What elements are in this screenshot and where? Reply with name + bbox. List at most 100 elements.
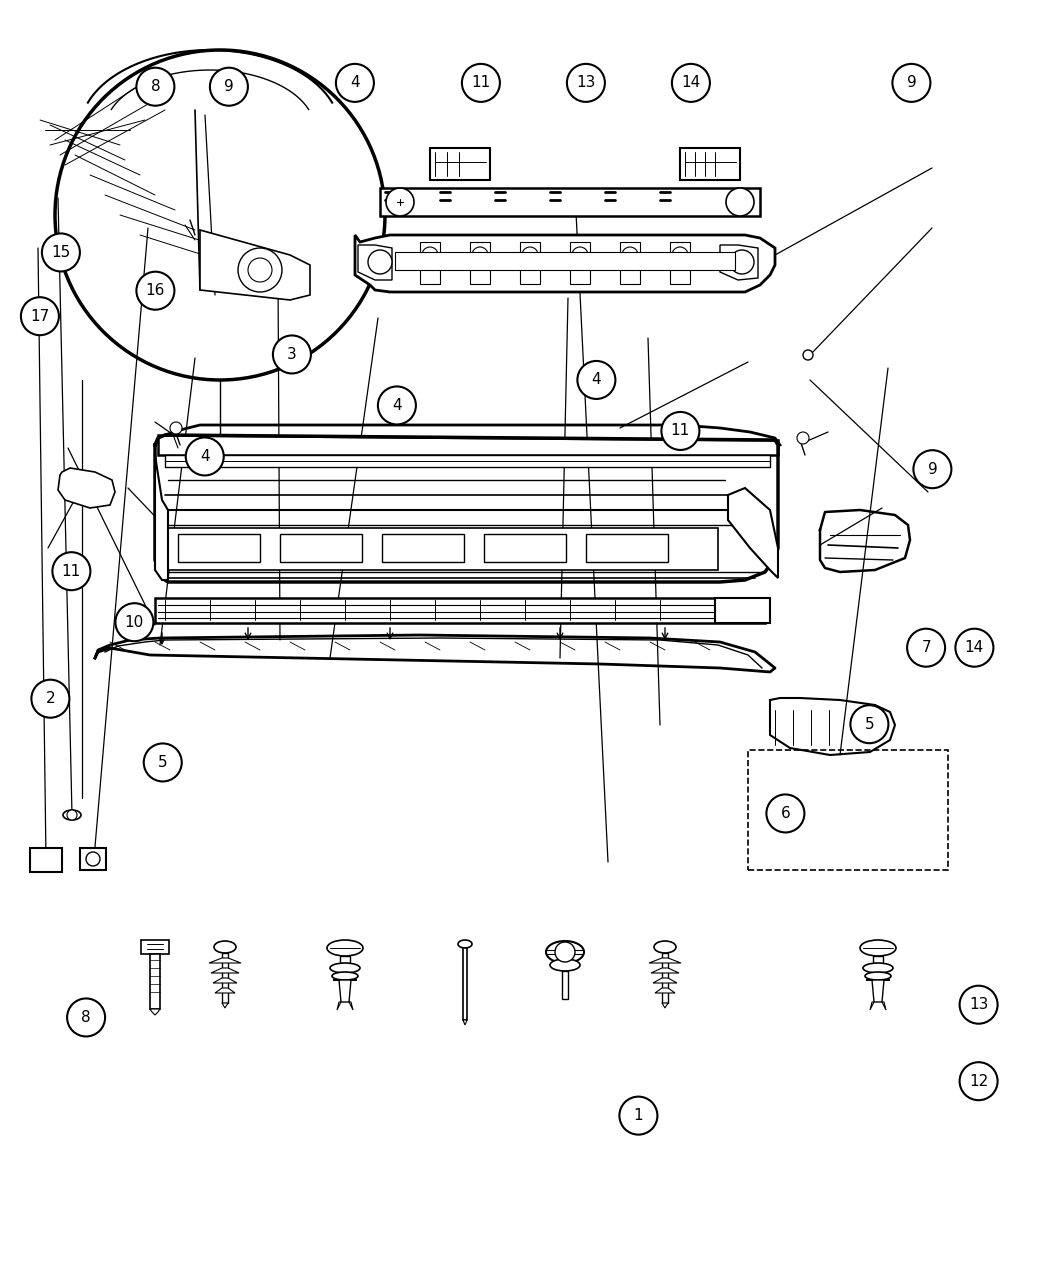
Text: 9: 9 <box>927 462 938 477</box>
Bar <box>80 848 106 870</box>
Circle shape <box>52 552 90 590</box>
Bar <box>748 750 948 870</box>
Text: 3: 3 <box>287 347 297 362</box>
Circle shape <box>726 187 754 215</box>
Circle shape <box>170 422 182 434</box>
Polygon shape <box>150 1009 160 1015</box>
Polygon shape <box>222 1003 228 1009</box>
Circle shape <box>186 437 224 476</box>
Circle shape <box>210 68 248 106</box>
Polygon shape <box>337 1002 341 1010</box>
Ellipse shape <box>860 940 896 956</box>
Text: 13: 13 <box>969 997 988 1012</box>
Circle shape <box>336 64 374 102</box>
Bar <box>141 940 169 954</box>
Text: 14: 14 <box>681 75 700 91</box>
Circle shape <box>67 810 77 820</box>
Text: 16: 16 <box>146 283 165 298</box>
Text: 11: 11 <box>62 564 81 579</box>
Circle shape <box>622 247 638 263</box>
Bar <box>340 956 350 968</box>
Circle shape <box>956 629 993 667</box>
Polygon shape <box>662 1003 668 1009</box>
Circle shape <box>136 272 174 310</box>
Text: 17: 17 <box>30 309 49 324</box>
Text: 12: 12 <box>969 1074 988 1089</box>
Ellipse shape <box>63 810 81 820</box>
Text: 2: 2 <box>45 691 56 706</box>
Circle shape <box>522 247 538 263</box>
Polygon shape <box>355 235 775 292</box>
Polygon shape <box>211 968 239 973</box>
Circle shape <box>248 258 272 282</box>
Bar <box>395 252 735 270</box>
Polygon shape <box>866 980 890 1002</box>
Circle shape <box>136 68 174 106</box>
Ellipse shape <box>550 959 580 972</box>
Polygon shape <box>349 1002 353 1010</box>
Polygon shape <box>158 435 778 455</box>
Circle shape <box>32 680 69 718</box>
Bar <box>420 242 440 284</box>
Circle shape <box>567 64 605 102</box>
Circle shape <box>472 247 488 263</box>
Text: 11: 11 <box>671 423 690 439</box>
Bar <box>165 455 770 467</box>
Circle shape <box>914 450 951 488</box>
Bar <box>570 242 590 284</box>
Circle shape <box>86 852 100 866</box>
Polygon shape <box>58 468 116 507</box>
Circle shape <box>850 705 888 743</box>
Ellipse shape <box>654 941 676 952</box>
Text: 8: 8 <box>150 79 161 94</box>
Text: 9: 9 <box>906 75 917 91</box>
Text: 4: 4 <box>392 398 402 413</box>
Polygon shape <box>200 230 310 300</box>
Circle shape <box>960 1062 998 1100</box>
Circle shape <box>672 247 688 263</box>
Circle shape <box>662 412 699 450</box>
Bar <box>380 187 760 215</box>
Circle shape <box>797 432 808 444</box>
Bar <box>382 534 464 562</box>
Polygon shape <box>213 978 237 983</box>
Circle shape <box>960 986 998 1024</box>
Ellipse shape <box>330 963 360 973</box>
Circle shape <box>368 250 392 274</box>
Bar <box>30 848 62 872</box>
Polygon shape <box>870 1002 874 1010</box>
Text: 1: 1 <box>633 1108 644 1123</box>
Text: 5: 5 <box>864 717 875 732</box>
Ellipse shape <box>546 941 584 963</box>
Text: 15: 15 <box>51 245 70 260</box>
Bar <box>430 148 490 180</box>
Polygon shape <box>655 988 675 993</box>
Circle shape <box>273 335 311 374</box>
Circle shape <box>572 247 588 263</box>
Text: 4: 4 <box>350 75 360 91</box>
Circle shape <box>892 64 930 102</box>
Bar <box>620 242 640 284</box>
Polygon shape <box>649 958 681 963</box>
Bar <box>586 534 668 562</box>
Text: 14: 14 <box>965 640 984 655</box>
Bar <box>520 242 540 284</box>
Text: 13: 13 <box>576 75 595 91</box>
Ellipse shape <box>863 963 892 973</box>
Text: 10: 10 <box>125 615 144 630</box>
Ellipse shape <box>332 972 358 980</box>
Text: 6: 6 <box>780 806 791 821</box>
Bar <box>680 148 740 180</box>
Bar <box>484 534 566 562</box>
Polygon shape <box>333 980 357 1002</box>
Bar <box>670 242 690 284</box>
Text: 4: 4 <box>200 449 210 464</box>
Circle shape <box>422 247 438 263</box>
Bar <box>280 534 362 562</box>
Bar <box>662 952 668 1003</box>
Polygon shape <box>728 488 778 578</box>
Circle shape <box>386 187 414 215</box>
Polygon shape <box>720 245 758 280</box>
Bar <box>150 954 160 1009</box>
Bar <box>715 598 770 623</box>
